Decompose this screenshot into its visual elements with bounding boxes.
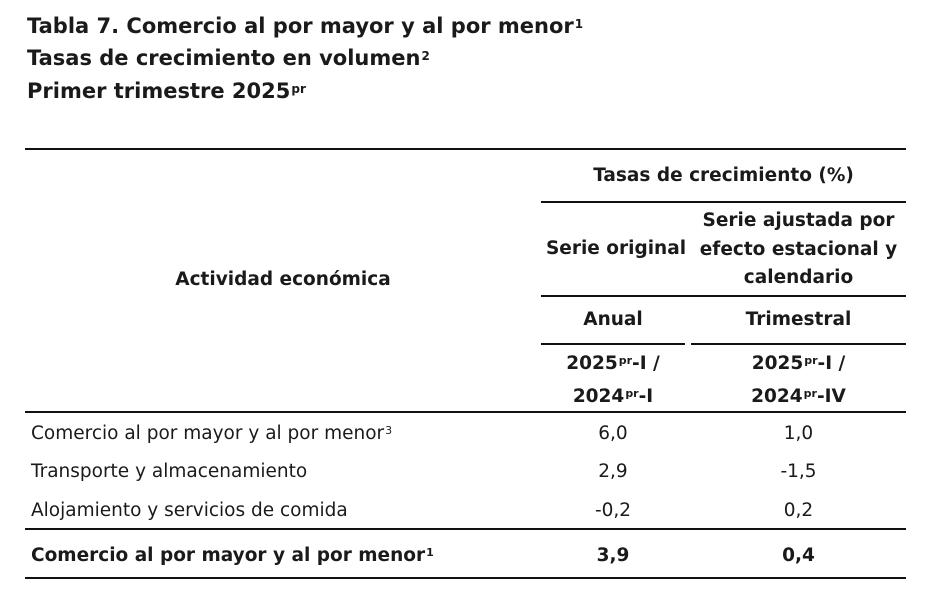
period-rule-left [541,343,685,345]
footnote-marker: 1 [574,17,584,31]
total-top-rule [25,528,906,530]
total-annual-value: 3,9 [596,545,630,566]
total-label: Comercio al por mayor y al por menor1 [31,545,434,566]
activity-header: Actividad económica [175,269,391,290]
quarterly-header: Trimestral [745,309,852,330]
row-quarterly-value: -1,5 [780,461,817,482]
footnote-marker: pr [291,82,306,96]
row-annual-value: -0,2 [594,500,632,521]
row-annual-value: 2,9 [598,461,628,482]
annual-header: Anual [583,309,643,330]
series-rule [541,295,906,297]
bottom-rule [25,577,906,579]
row-label: Comercio al por mayor y al por menor3 [31,423,393,444]
row-quarterly-value: 1,0 [783,423,814,444]
adjusted-series-header-line1: Serie ajustada por [702,210,895,231]
row-annual-value: 6,0 [598,423,628,444]
adjusted-series-header-line2: efecto estacional y [699,239,898,260]
annual-comparison-line2: 2024pr-I [572,386,654,407]
annual-comparison-line1: 2025pr-I / [566,353,660,374]
footnote-marker: 2 [421,49,430,63]
quarterly-comparison-line1: 2025pr-I / [751,353,846,374]
table-title: Tabla 7. Comercio al por mayor y al por … [27,14,584,38]
quarterly-comparison-line2: 2024pr-IV [751,386,846,407]
period-rule-right [691,343,906,345]
original-series-header: Serie original [545,238,687,259]
row-label: Alojamiento y servicios de comida [31,500,348,521]
adjusted-series-header-line3: calendario [743,267,854,288]
total-quarterly-value: 0,4 [782,545,815,566]
group-rule [541,201,906,203]
table-subtitle: Tasas de crecimiento en volumen2 [27,46,430,70]
row-quarterly-value: 0,2 [783,500,814,521]
row-label: Transporte y almacenamiento [31,461,308,482]
group-header: Tasas de crecimiento (%) [593,165,854,186]
header-bottom-rule [25,411,906,413]
top-rule [25,148,906,150]
table-period: Primer trimestre 2025pr [27,79,306,103]
